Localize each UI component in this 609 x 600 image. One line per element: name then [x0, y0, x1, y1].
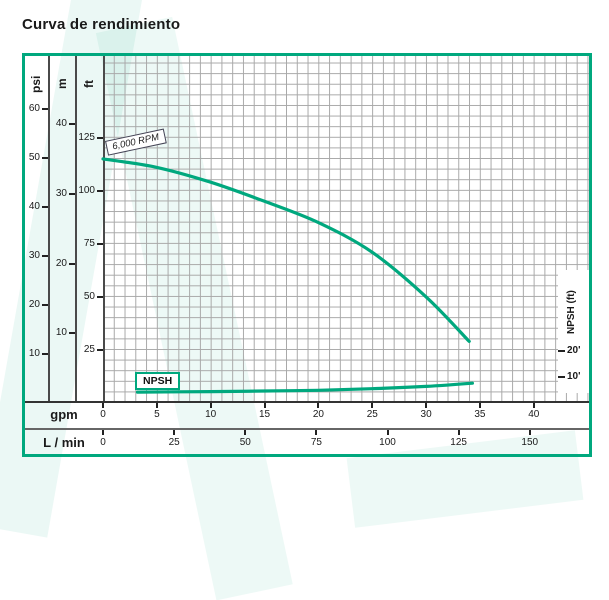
- ft-tick-label: 75: [83, 237, 95, 249]
- gpm-tick-label: 30: [420, 409, 432, 420]
- chart-frame: psi m ft NPSH (ft) 6,000 RPM NPSH gpm L …: [22, 53, 592, 457]
- gpm-tick-mark: [532, 403, 535, 408]
- gpm-tick-label: 35: [474, 409, 486, 420]
- gpm-tick-label: 20: [312, 409, 324, 420]
- npsh-tick-mark: [558, 350, 565, 352]
- gpm-tick-mark: [478, 403, 481, 408]
- psi-tick-mark: [42, 205, 48, 208]
- npsh-curve: [135, 381, 474, 394]
- plot-grid: [103, 56, 589, 403]
- gpm-tick-label: 10: [205, 409, 217, 420]
- m-tick-mark: [69, 332, 75, 335]
- lmin-tick-label: 50: [239, 437, 251, 448]
- npsh-tick-mark: [558, 376, 565, 378]
- unit-header-m: m: [55, 78, 69, 90]
- lmin-tick-mark: [386, 430, 389, 435]
- lmin-tick-label: 75: [310, 437, 322, 448]
- lmin-tick-mark: [173, 430, 176, 435]
- lmin-tick-label: 25: [168, 437, 180, 448]
- m-tick-label: 20: [55, 257, 67, 269]
- ft-tick-mark: [97, 295, 103, 298]
- psi-tick-label: 10: [28, 347, 40, 359]
- ft-tick-mark: [97, 189, 103, 192]
- lmin-axis-label: L / min: [43, 435, 85, 450]
- lmin-tick-label: 0: [100, 437, 106, 448]
- m-tick-label: 30: [55, 188, 67, 200]
- ft-tick-mark: [97, 242, 103, 245]
- gpm-tick-mark: [263, 403, 266, 408]
- ft-tick-label: 25: [83, 343, 95, 355]
- lmin-tick-mark: [528, 430, 531, 435]
- lmin-tick-mark: [457, 430, 460, 435]
- lmin-tick-label: 125: [450, 437, 467, 448]
- m-tick-label: 10: [55, 327, 67, 339]
- psi-tick-label: 20: [28, 298, 40, 310]
- gpm-lmin-separator: [25, 428, 589, 430]
- psi-tick-label: 30: [28, 249, 40, 261]
- unit-header-psi: psi: [29, 75, 43, 93]
- gpm-tick-label: 15: [258, 409, 271, 420]
- gpm-tick-mark: [209, 403, 212, 408]
- npsh-tick-label: 20': [567, 345, 581, 356]
- lmin-tick-mark: [244, 430, 247, 435]
- ft-tick-mark: [97, 348, 103, 351]
- npsh-tick-label: 10': [567, 371, 581, 382]
- column-divider-psi: [48, 56, 50, 403]
- performance-curves-svg: [101, 157, 474, 394]
- psi-tick-mark: [42, 156, 48, 159]
- column-divider-m: [75, 56, 77, 403]
- lmin-tick-mark: [102, 430, 104, 435]
- lmin-tick-mark: [315, 430, 318, 435]
- gpm-tick-label: 0: [100, 409, 106, 420]
- ft-tick-label: 50: [83, 290, 95, 302]
- lmin-tick-label: 150: [521, 437, 539, 448]
- head-curve: [101, 157, 471, 343]
- gpm-tick-mark: [102, 403, 104, 408]
- m-tick-mark: [69, 123, 75, 126]
- ft-tick-label: 125: [78, 131, 95, 143]
- psi-tick-mark: [42, 303, 48, 306]
- gpm-tick-mark: [371, 403, 374, 408]
- gpm-axis-label: gpm: [50, 407, 78, 422]
- m-tick-mark: [69, 193, 75, 196]
- gpm-tick-label: 5: [154, 409, 160, 420]
- psi-tick-mark: [42, 107, 48, 110]
- m-tick-label: 40: [55, 118, 67, 130]
- unit-header-ft: ft: [82, 80, 96, 88]
- ft-tick-mark: [97, 136, 103, 139]
- npsh-axis-panel: [558, 270, 589, 393]
- m-tick-mark: [69, 262, 75, 265]
- psi-tick-mark: [42, 352, 48, 355]
- gpm-tick-label: 40: [528, 409, 540, 420]
- psi-tick-mark: [42, 254, 48, 257]
- gpm-tick-label: 25: [366, 409, 378, 420]
- psi-tick-label: 50: [28, 151, 40, 163]
- ft-tick-label: 100: [78, 184, 95, 196]
- gpm-tick-mark: [425, 403, 428, 408]
- lmin-tick-label: 100: [379, 437, 396, 448]
- npsh-curve-label: NPSH: [135, 372, 181, 390]
- plot-bottom-edge: [25, 401, 589, 403]
- page-title: Curva de rendimiento: [22, 16, 181, 33]
- plot-left-edge: [103, 56, 105, 403]
- psi-tick-label: 60: [28, 102, 40, 114]
- gpm-tick-mark: [317, 403, 320, 408]
- psi-tick-label: 40: [28, 200, 40, 212]
- chart-inner: psi m ft NPSH (ft) 6,000 RPM NPSH gpm L …: [25, 56, 589, 454]
- gpm-tick-mark: [155, 403, 158, 408]
